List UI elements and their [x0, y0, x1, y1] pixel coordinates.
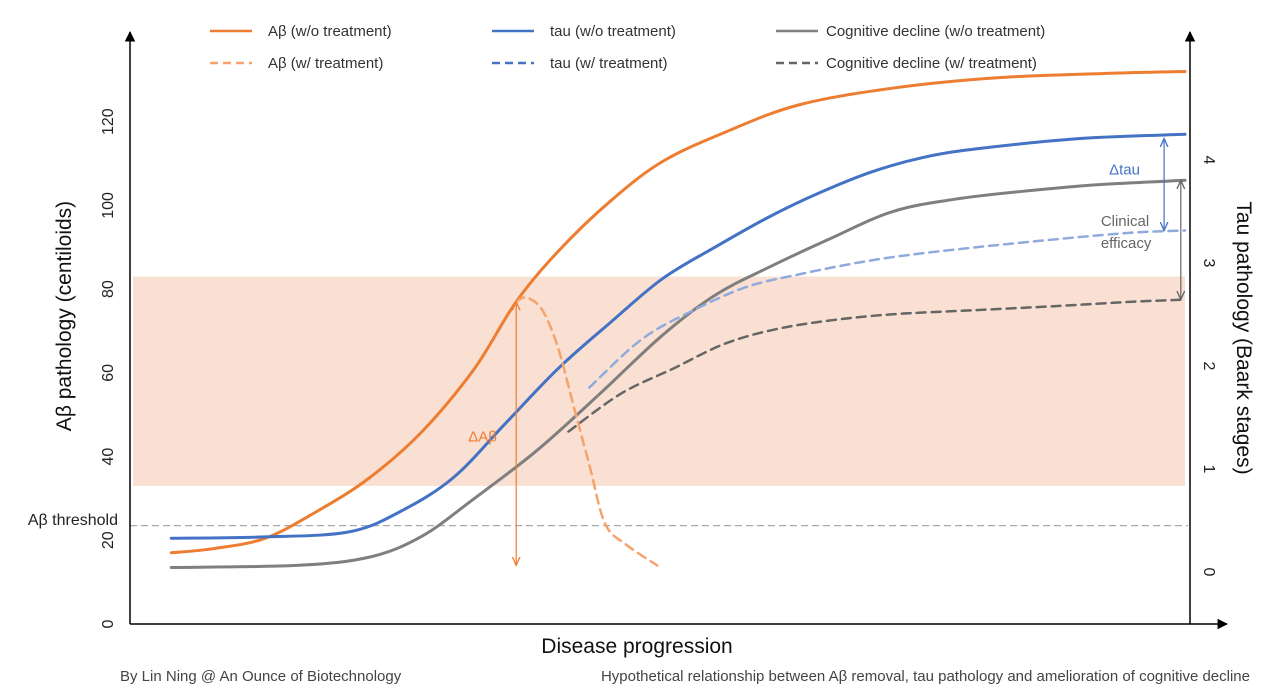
legend-label: Cognitive decline (w/o treatment)	[826, 23, 1045, 40]
annotation-label-line: Clinical	[1101, 213, 1149, 230]
legend-label: tau (w/ treatment)	[550, 55, 668, 72]
y-left-tick-label: 60	[100, 364, 117, 382]
y-left-tick-label: 100	[100, 192, 117, 219]
annotation-label: Clinical efficacy	[1101, 213, 1152, 252]
pathology-band	[133, 276, 1185, 486]
y-right-tick-label: 1	[1200, 465, 1217, 474]
annotation-label: Δtau	[1109, 161, 1140, 178]
threshold-label: Aβ threshold	[28, 512, 118, 529]
x-axis-label: Disease progression	[541, 635, 732, 658]
series-line-a-w-treatment	[514, 296, 659, 567]
y-left-tick-label: 80	[100, 280, 117, 298]
y-left-tick-label: 120	[100, 108, 117, 135]
series-line-cognitive-decline-w-treatment	[567, 298, 1187, 433]
series-line-a-w-o-treatment	[169, 70, 1187, 555]
series-line-tau-w-o-treatment	[169, 132, 1187, 540]
y-right-tick-label: 2	[1200, 362, 1217, 371]
series-layer	[169, 70, 1187, 569]
annotation-label-line: efficacy	[1101, 235, 1152, 252]
legend: Aβ (w/o treatment) tau (w/o treatment) Cog…	[210, 23, 1045, 72]
credit-text: By Lin Ning @ An Ounce of Biotechnology	[120, 668, 402, 685]
y-right-tick-label: 4	[1200, 156, 1217, 165]
chart-caption: Hypothetical relationship between Aβ rem…	[601, 668, 1250, 685]
y-left-ticks: 0 20 40 60 80 100 120	[100, 108, 117, 628]
legend-label: Aβ (w/ treatment)	[268, 55, 383, 72]
y-right-ticks: 0 1 2 3 4	[1200, 156, 1217, 577]
y-right-axis-label: Tau pathology (Baark stages)	[1232, 201, 1255, 474]
series-line-cognitive-decline-w-o-treatment	[169, 178, 1187, 569]
y-left-tick-label: 0	[100, 619, 117, 628]
legend-label: Cognitive decline (w/ treatment)	[826, 55, 1037, 72]
annotation-label: ΔAβ	[468, 429, 497, 446]
y-left-axis-label: Aβ pathology (centiloids)	[53, 201, 76, 431]
annotation-layer: ΔAβ Δtau Clinical efficacy	[468, 138, 1181, 565]
y-right-tick-label: 0	[1200, 568, 1217, 577]
legend-label: tau (w/o treatment)	[550, 23, 676, 40]
y-left-tick-label: 20	[100, 531, 117, 549]
legend-label: Aβ (w/o treatment)	[268, 23, 392, 40]
series-line-tau-w-treatment	[588, 229, 1187, 389]
y-left-tick-label: 40	[100, 448, 117, 466]
y-right-tick-label: 3	[1200, 259, 1217, 268]
